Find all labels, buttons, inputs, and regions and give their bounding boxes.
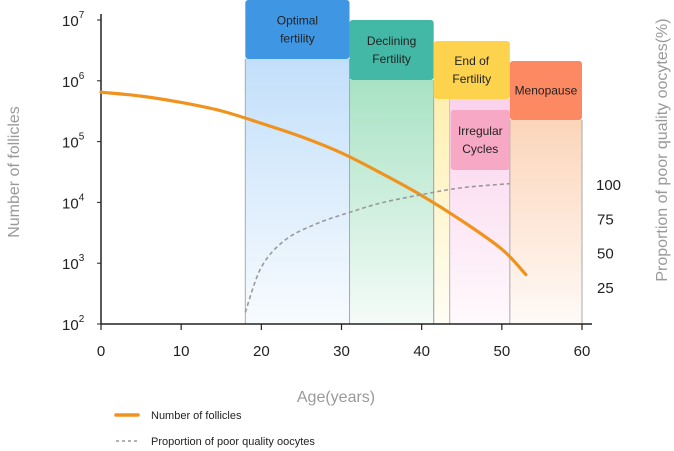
stage-label-end-of-fertility: End of Fertility	[452, 54, 491, 86]
series	[99, 90, 528, 313]
x-axis-title: Age(years)	[297, 389, 375, 406]
stage-header-irregular-cycles	[450, 110, 510, 170]
axes	[100, 14, 592, 325]
y-axis-right-title: Proportion of poor quality oocytes(%)	[654, 18, 671, 281]
legend-label-follicles: Number of follicles	[151, 410, 242, 422]
y-tick-label: 107	[62, 10, 85, 30]
y-tick-label: 106	[62, 71, 85, 91]
stage-header-menopause	[509, 61, 582, 120]
stage-band-menopause	[509, 120, 582, 324]
x-tick-label: 10	[173, 343, 190, 360]
y-right-tick-label: 25	[597, 280, 614, 297]
y-tick-label: 104	[62, 192, 85, 212]
y-right-tick-label: 50	[597, 246, 614, 263]
stage-label-menopause: Menopause	[515, 84, 578, 98]
stage-band-declining-fertility	[349, 80, 434, 324]
stage-label-irregular-cycles: Irregular Cycles	[458, 124, 503, 156]
x-tick-label: 0	[97, 343, 105, 360]
stage-labels: Optimal fertility Declining Fertility End of…	[245, 0, 582, 170]
stage-label-declining-fertility: Declining Fertility	[367, 34, 416, 66]
legend: Number of follicles Proportion of poor q…	[114, 410, 315, 448]
y-tick-label: 103	[62, 253, 85, 273]
series-line-poor-quality-oocytes	[244, 182, 510, 313]
x-tick-label: 60	[574, 343, 591, 360]
stage-header-end-of-fertility	[433, 41, 510, 99]
stage-band-optimal-fertility	[245, 59, 350, 324]
stage-header-declining-fertility	[349, 20, 434, 80]
stage-band-end-of-fertility	[433, 99, 450, 324]
y-right-tick-label: 75	[597, 211, 614, 228]
y-tick-label: 105	[62, 132, 85, 152]
x-tick-label: 50	[493, 343, 510, 360]
stage-label-optimal-fertility: Optimal fertility	[277, 14, 318, 46]
ticks: 0 10 20 30 40 50 60 102 103 104 105 106 107 25 50 75 100	[62, 10, 621, 360]
y-right-tick-label: 100	[596, 177, 621, 194]
y-tick-label: 102	[62, 314, 85, 334]
x-tick-label: 20	[253, 343, 270, 360]
x-tick-label: 40	[413, 343, 430, 360]
series-line-number-of-follicles	[99, 90, 528, 277]
legend-label-poor-quality: Proportion of poor quality oocytes	[151, 436, 315, 448]
stage-header-optimal-fertility	[245, 0, 350, 59]
y-axis-left-title: Number of follicles	[6, 106, 23, 238]
x-tick-label: 30	[333, 343, 350, 360]
